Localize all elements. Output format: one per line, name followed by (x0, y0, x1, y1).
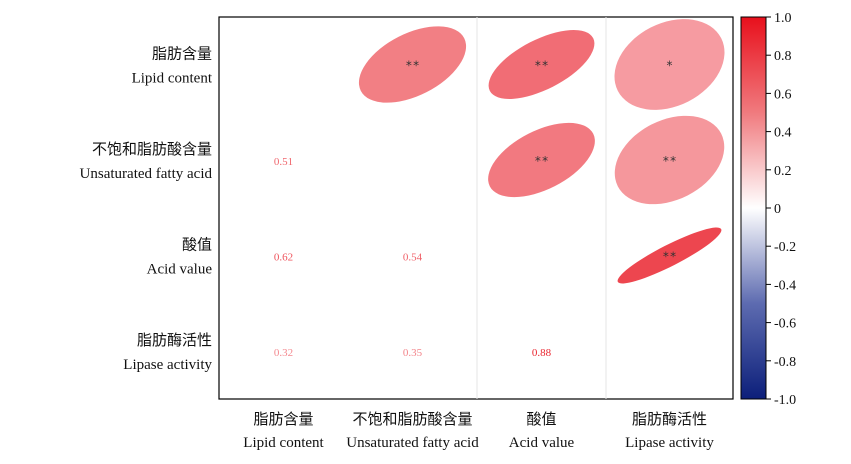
significance-label: ** (534, 59, 548, 73)
significance-label: ** (534, 154, 548, 168)
ellipse-mark (614, 19, 725, 110)
x-label-cn: 酸值 (526, 411, 556, 428)
significance-label: ** (662, 154, 676, 168)
colorbar-tick-label: -0.8 (774, 355, 796, 370)
correlation-ellipse: * (614, 19, 725, 110)
colorbar-tick-label: -0.6 (774, 317, 796, 332)
significance-label: ** (662, 250, 676, 264)
correlation-ellipse: ** (488, 122, 595, 198)
colorbar-tick-label: -0.2 (774, 240, 796, 255)
x-axis-labels: 脂肪含量 Lipid content 不饱和脂肪酸含量 Unsaturated fat… (243, 411, 714, 451)
x-label-cn: 不饱和脂肪酸含量 (352, 411, 472, 428)
colorbar-gradient (740, 16, 767, 400)
colorbar-tick-label: 1.0 (774, 11, 792, 26)
correlation-ellipse: ** (488, 30, 595, 99)
correlation-value: 0.35 (403, 347, 423, 359)
y-label-en: Lipid content (132, 71, 213, 87)
correlation-value: 0.88 (532, 347, 552, 359)
correlation-value: 0.51 (274, 156, 293, 168)
y-label-cn: 酸值 (182, 237, 212, 254)
cells-layer: ** ** *** ****0.510.62 0.540.32 0.35 0.88 (274, 19, 725, 359)
correlation-ellipse: ** (614, 115, 725, 205)
colorbar: 1.0 0.8 0.6 0.4 0.2 0 -0.2 -0.4 -0.6 -0.8 -1.0 (740, 11, 796, 408)
colorbar-tick-label: 0.2 (774, 164, 792, 179)
significance-label: * (666, 59, 673, 73)
colorbar-tick-label: 0.8 (774, 49, 792, 64)
correlation-value: 0.32 (274, 347, 293, 359)
y-label-en: Lipase activity (123, 357, 212, 373)
plot-grid (218, 16, 734, 400)
ellipse-mark (617, 227, 722, 284)
x-label-en: Acid value (509, 435, 575, 451)
colorbar-tick-label: 0 (774, 202, 781, 217)
correlation-ellipse: ** (358, 26, 467, 103)
x-label-en: Unsaturated fatty acid (346, 435, 479, 451)
x-label-en: Lipid content (243, 435, 324, 451)
x-label-cn: 脂肪酶活性 (632, 411, 707, 428)
colorbar-tick-label: 0.4 (774, 126, 792, 141)
significance-label: ** (405, 59, 419, 73)
colorbar-tick-label: -1.0 (774, 393, 796, 408)
x-label-en: Lipase activity (625, 435, 714, 451)
y-axis-labels: 脂肪含量 Lipid content 不饱和脂肪酸含量 Unsaturated fat… (80, 46, 213, 374)
colorbar-tick-label: 0.6 (774, 87, 792, 102)
correlation-value: 0.54 (403, 252, 423, 264)
ellipse-mark (614, 115, 725, 205)
y-label-en: Acid value (147, 262, 213, 278)
ellipse-mark (358, 26, 467, 103)
y-label-cn: 脂肪含量 (152, 46, 212, 63)
y-label-cn: 不饱和脂肪酸含量 (92, 141, 212, 158)
correlation-value: 0.62 (274, 252, 293, 264)
x-label-cn: 脂肪含量 (253, 411, 313, 428)
ellipse-mark (488, 122, 595, 198)
y-label-cn: 脂肪酶活性 (137, 332, 212, 349)
plot-border (218, 16, 734, 400)
correlation-ellipse: ** (617, 227, 722, 284)
colorbar-tick-label: -0.4 (774, 278, 796, 293)
y-label-en: Unsaturated fatty acid (80, 166, 213, 182)
ellipse-mark (488, 30, 595, 99)
